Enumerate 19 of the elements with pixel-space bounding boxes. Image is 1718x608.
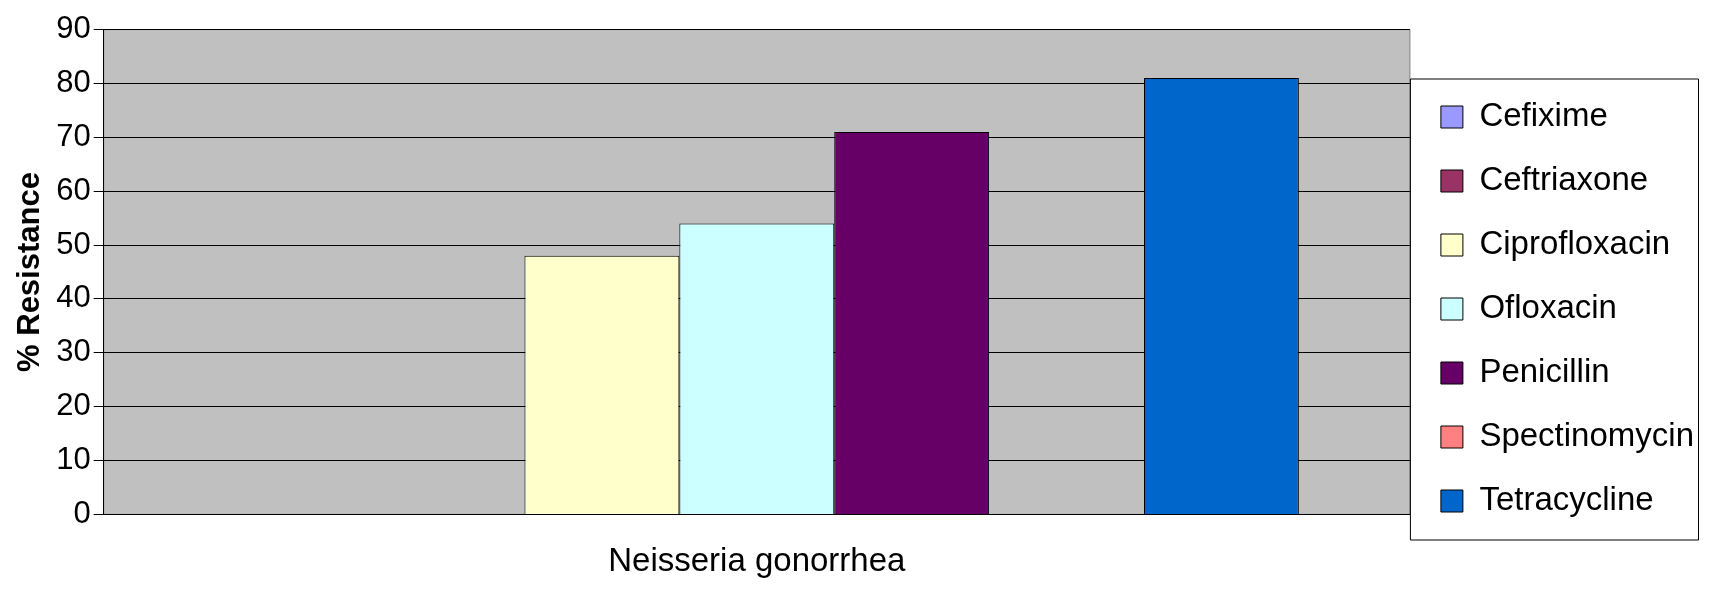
x-tick-label: Neisseria gonorrhea <box>608 541 907 579</box>
y-tick-label: 90 <box>56 10 91 46</box>
legend-label: Tetracycline <box>1479 480 1654 518</box>
y-tick-label: 80 <box>56 64 91 100</box>
y-tick-label: 20 <box>56 387 91 423</box>
legend-label: Ceftriaxone <box>1479 160 1649 198</box>
legend-label: Ofloxacin <box>1479 288 1617 326</box>
legend-label: Penicillin <box>1479 352 1610 390</box>
legend-label: Cefixime <box>1479 96 1608 134</box>
y-axis-title: % Resistance <box>11 172 47 372</box>
legend-label: Ciprofloxacin <box>1479 224 1671 262</box>
y-tick-label: 60 <box>56 171 91 207</box>
y-tick-label: 40 <box>56 279 91 315</box>
y-tick-label: 0 <box>73 494 91 530</box>
legend-label: Spectinomycin <box>1479 416 1695 454</box>
y-tick-label: 10 <box>56 441 91 477</box>
y-tick-label: 70 <box>56 117 91 153</box>
y-tick-label: 30 <box>56 333 91 369</box>
y-tick-label: 50 <box>56 225 91 261</box>
